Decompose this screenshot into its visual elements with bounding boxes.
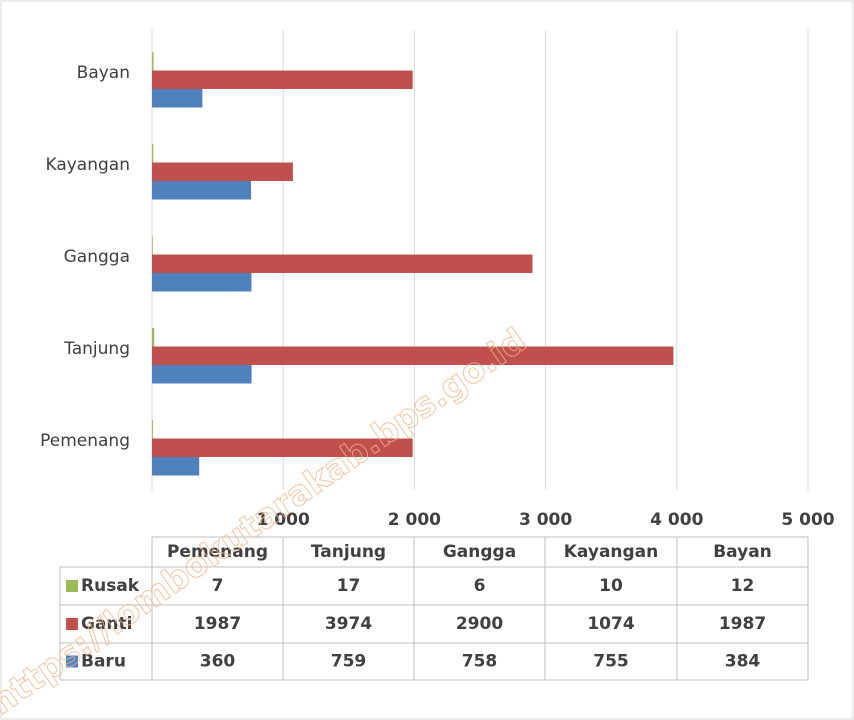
bar: [152, 52, 154, 71]
table-header: Bayan: [713, 542, 772, 562]
x-tick-label: 2 000: [388, 510, 441, 530]
table-value: 758: [462, 652, 498, 672]
table-value: 360: [200, 652, 236, 672]
x-tick-label: 1 000: [257, 510, 310, 530]
table-value: 2900: [456, 614, 503, 634]
table-value: 384: [725, 652, 761, 672]
legend-label: Rusak: [81, 576, 140, 596]
x-tick-label: 4 000: [650, 510, 703, 530]
y-tick-label: Gangga: [64, 247, 130, 267]
bar: [152, 254, 533, 273]
y-tick-label: Pemenang: [40, 431, 130, 451]
data-table: Pemenang Tanjung Gangga Kayangan Bayan Rusak 7…: [59, 536, 809, 681]
y-tick-label: Bayan: [77, 63, 130, 83]
bar: [152, 328, 155, 347]
table-value: 6: [474, 576, 486, 596]
bar: [152, 162, 293, 181]
bar: [152, 70, 413, 89]
bar: [152, 181, 252, 200]
bar: [152, 346, 674, 365]
bar: [152, 89, 203, 108]
bar: [152, 457, 200, 476]
y-tick-label: Kayangan: [45, 155, 130, 175]
table-value: 17: [337, 576, 361, 596]
table-value: 755: [593, 652, 629, 672]
table-value: 7: [212, 576, 224, 596]
table-value: 10: [599, 576, 623, 596]
legend-swatch: [66, 655, 78, 668]
legend-label: Ganti: [81, 614, 132, 634]
table-header: Tanjung: [311, 542, 386, 562]
table-value: 1987: [719, 614, 766, 634]
table-value: 3974: [325, 614, 372, 634]
bar: [152, 273, 252, 292]
legend-swatch: [66, 580, 78, 592]
table-value: 759: [331, 652, 367, 672]
bar: [152, 420, 153, 439]
legend-swatch: [66, 618, 78, 630]
x-tick-label: 5 000: [781, 510, 834, 530]
y-tick-label: Tanjung: [63, 339, 130, 359]
bar: [152, 236, 153, 255]
x-tick-label: 3 000: [519, 510, 572, 530]
legend-label: Baru: [81, 652, 126, 672]
table-value: 1074: [587, 614, 634, 634]
table-header: Kayangan: [564, 542, 659, 562]
bar: [152, 365, 252, 384]
bar: [152, 438, 413, 457]
table-value: 12: [731, 576, 755, 596]
bar: [152, 144, 154, 163]
table-header: Gangga: [443, 542, 516, 562]
table-value: 1987: [194, 614, 241, 634]
table-header: Pemenang: [167, 542, 268, 562]
